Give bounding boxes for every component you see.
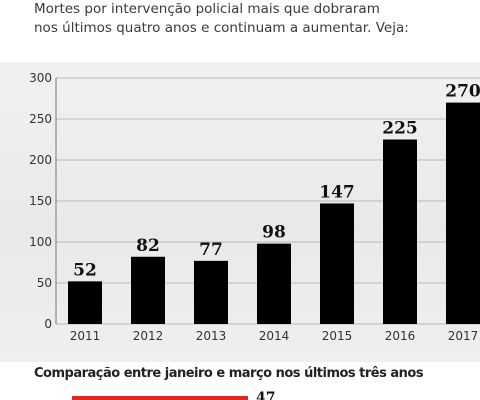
y-tick-label: 200: [29, 153, 52, 167]
y-tick-label: 250: [29, 112, 52, 126]
x-tick-label-2014: 2014: [259, 329, 290, 343]
chart-panel: 0 50 100 150 200 250 300 52 2011 82 2012 77 2013 98 20…: [0, 62, 480, 362]
comparison-bar-value: 47: [256, 390, 276, 400]
y-tick-label: 100: [29, 235, 52, 249]
intro-line-2: nos últimos quatro anos e continuam a au…: [34, 20, 409, 36]
x-tick-label-2016: 2016: [385, 329, 416, 343]
bar-chart: 0 50 100 150 200 250 300 52 2011 82 2012 77 2013 98 20…: [29, 71, 480, 343]
bar-value-label-2015: 147: [319, 182, 355, 202]
x-tick-label-2012: 2012: [133, 329, 164, 343]
bar-2014: [257, 243, 291, 324]
bar-value-label-2011: 52: [73, 260, 97, 280]
footer-title: Comparação entre janeiro e março nos últ…: [34, 366, 424, 381]
x-tick-label-2011: 2011: [70, 329, 101, 343]
bar-2012: [131, 256, 165, 324]
bar-value-label-2014: 98: [262, 223, 286, 243]
intro-line-1: Mortes por intervenção policial mais que…: [34, 1, 380, 17]
x-tick-label-2013: 2013: [196, 329, 227, 343]
y-tick-label: 300: [29, 71, 52, 85]
bar-2015: [320, 203, 354, 324]
y-tick-label: 50: [37, 276, 52, 290]
bar-value-label-2016: 225: [382, 119, 418, 139]
x-tick-label-2017: 2017: [448, 329, 479, 343]
bar-value-label-2017: 270: [445, 82, 480, 102]
comparison-bar: [72, 396, 248, 400]
bar-2016: [383, 139, 417, 324]
bar-value-label-2012: 82: [136, 236, 160, 256]
bar-2017: [446, 102, 480, 324]
bar-2013: [194, 260, 228, 324]
x-tick-label-2015: 2015: [322, 329, 353, 343]
bar-value-label-2013: 77: [199, 240, 223, 260]
y-tick-label: 0: [44, 317, 52, 331]
bar-2011: [68, 281, 102, 324]
intro-text: Mortes por intervenção policial mais que…: [34, 0, 480, 38]
y-tick-label: 150: [29, 194, 52, 208]
